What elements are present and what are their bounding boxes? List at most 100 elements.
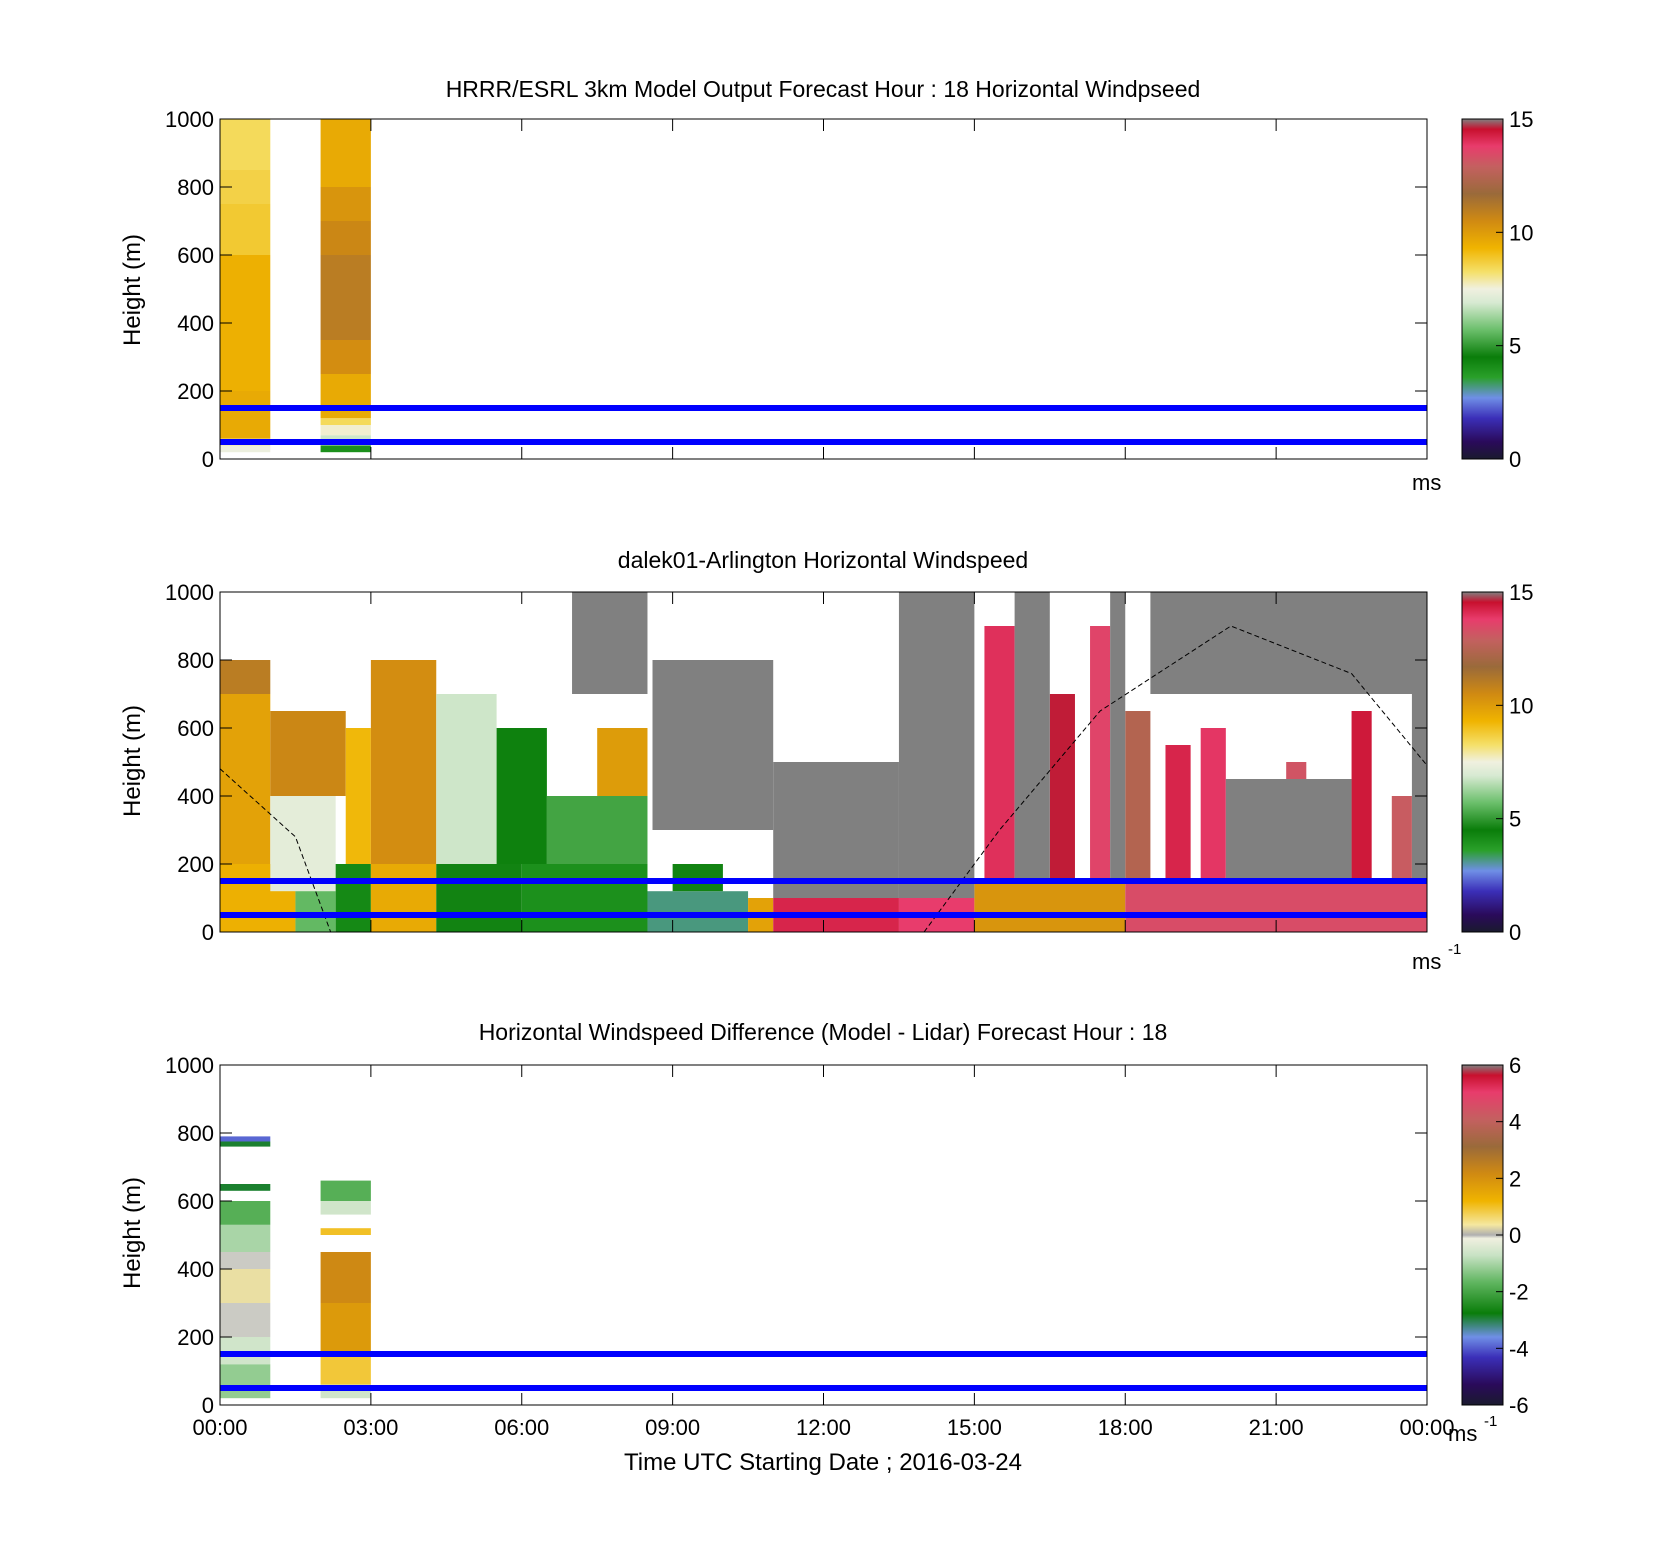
heatmap-cell [270,711,346,796]
panel-lidar: dalek01-Arlington Horizontal Windspeed H… [119,547,1533,974]
heatmap-cell [320,255,371,340]
time-axis-label: Time UTC Starting Date ; 2016-03-24 [624,1449,1022,1476]
panel-difference: Horizontal Windspeed Difference (Model -… [119,1019,1529,1476]
heatmap-cell [220,1252,271,1269]
dashed-curve [923,625,1428,933]
heatmap-cell [773,762,899,898]
heatmap-cell [220,445,271,453]
heatmap-cell [320,425,371,436]
heatmap-cell [320,1354,371,1385]
heatmap-cell [1014,592,1050,881]
colorbar [1461,591,1504,933]
heatmap-cell [220,1201,271,1225]
heatmap-cell [220,1184,271,1191]
panel-lidar-colorbar-unit-sup: -1 [1448,941,1461,958]
colorbar-tick-label: 5 [1509,807,1521,832]
panel-lidar-colorbar-unit: ms [1412,949,1441,974]
heatmap-cell [370,864,437,932]
heatmap-cell [436,694,497,864]
heatmap-cell [220,391,271,439]
y-tick-label: 600 [177,1189,214,1214]
x-tick-label: 03:00 [343,1415,398,1440]
heatmap-cell [1165,745,1191,881]
heatmap-cell [220,1141,271,1147]
panel-difference-colorbar-unit: ms [1448,1421,1477,1446]
y-tick-label: 200 [177,1325,214,1350]
heatmap-cell [647,891,749,932]
heatmap-cell [270,796,336,892]
x-tick-label: 18:00 [1098,1415,1153,1440]
y-tick-label: 600 [177,716,214,741]
heatmap-cell [1090,626,1111,881]
panel-model-title: HRRR/ESRL 3km Model Output Forecast Hour… [446,76,1201,102]
heatmap-cell [320,445,371,453]
heatmap-cell [220,1136,271,1142]
heatmap-cell [320,119,371,187]
heatmap-cell [220,694,271,864]
y-tick-label: 200 [177,379,214,404]
heatmap-cell [672,864,723,892]
y-tick-label: 1000 [165,107,214,132]
heatmap-cell [220,1224,271,1252]
colorbar-tick-label: 6 [1509,1053,1521,1078]
colorbar-tick-label: 4 [1509,1110,1521,1135]
heatmap-cell [335,864,371,932]
colorbar-tick-label: 15 [1509,580,1533,605]
panel-lidar-plot: 0 200 400 600 800 1000 0 5 10 15 [165,580,1533,945]
panel-model-ylabel: Height (m) [119,234,146,346]
y-tick-label: 400 [177,784,214,809]
heatmap-cell [220,1269,271,1303]
x-tick-label: 09:00 [645,1415,700,1440]
colorbar-tick-label: 15 [1509,107,1533,132]
heatmap-cell [220,1364,271,1399]
panel-difference-plot: 0 200 400 600 800 1000 00:00 03:00 06:00 09:00 12:… [165,1053,1529,1440]
heatmap-cell [1125,711,1151,881]
y-tick-label: 600 [177,243,214,268]
heatmap-cell [1049,694,1075,881]
panel-model-colorbar-unit: ms [1412,470,1441,495]
heatmap-cell [521,864,648,932]
panel-lidar-title: dalek01-Arlington Horizontal Windspeed [618,547,1028,573]
heatmap-cell [974,881,1126,932]
colorbar-tick-label: -2 [1509,1280,1529,1305]
heatmap-cell [1411,694,1427,881]
heatmap-cell [220,1337,271,1365]
x-tick-label: 12:00 [796,1415,851,1440]
panel-model-plot: 0 200 400 600 800 1000 0 5 10 15 [165,107,1533,472]
heatmap-cell [546,796,648,864]
colorbar-tick-label: 0 [1509,447,1521,472]
heatmap-cell [220,204,271,255]
dashed-curve [219,768,332,933]
colorbar-tick-label: 2 [1509,1166,1521,1191]
y-tick-label: 200 [177,852,214,877]
y-tick-label: 0 [202,920,214,945]
colorbar-tick-label: 0 [1509,920,1521,945]
panel-difference-ylabel: Height (m) [119,1177,146,1289]
heatmap-cell [1225,779,1352,881]
y-tick-label: 400 [177,311,214,336]
heatmap-cell [652,660,774,830]
y-tick-label: 800 [177,648,214,673]
plot-area [220,119,1427,459]
heatmap-cell [496,728,547,864]
panel-lidar-ylabel: Height (m) [119,705,146,817]
heatmap-cell [370,660,437,864]
heatmap-cell [898,592,975,898]
heatmap-cell [320,187,371,221]
heatmap-cell [572,592,648,694]
colorbar-tick-label: 5 [1509,334,1521,359]
panel-difference-title: Horizontal Windspeed Difference (Model -… [479,1019,1168,1045]
y-tick-label: 0 [202,447,214,472]
y-tick-label: 800 [177,175,214,200]
y-tick-label: 800 [177,1121,214,1146]
heatmap-cell [320,340,371,374]
heatmap-cell [220,1303,271,1337]
heatmap-cell [436,864,522,932]
colorbar-tick-label: -4 [1509,1336,1529,1361]
heatmap-cell [220,660,271,694]
plot-area [220,1065,1427,1405]
colorbar-tick-label: 0 [1509,1223,1521,1248]
colorbar-tick-label: 10 [1509,693,1533,718]
